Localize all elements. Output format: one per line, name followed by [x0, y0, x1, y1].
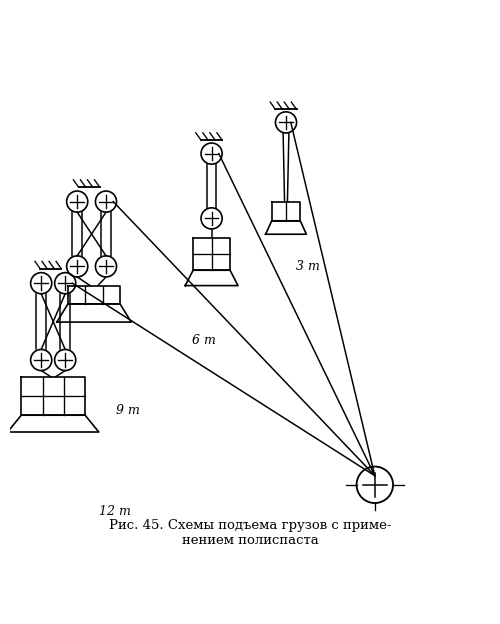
Text: 12 m: 12 m	[99, 505, 130, 518]
Text: 9 m: 9 m	[116, 404, 140, 417]
Text: Рис. 45. Схемы подъема грузов с приме-: Рис. 45. Схемы подъема грузов с приме-	[109, 519, 391, 532]
Text: 3 m: 3 m	[296, 260, 320, 273]
Text: нением полиспаста: нением полиспаста	[182, 534, 318, 547]
Text: 6 m: 6 m	[192, 334, 216, 348]
